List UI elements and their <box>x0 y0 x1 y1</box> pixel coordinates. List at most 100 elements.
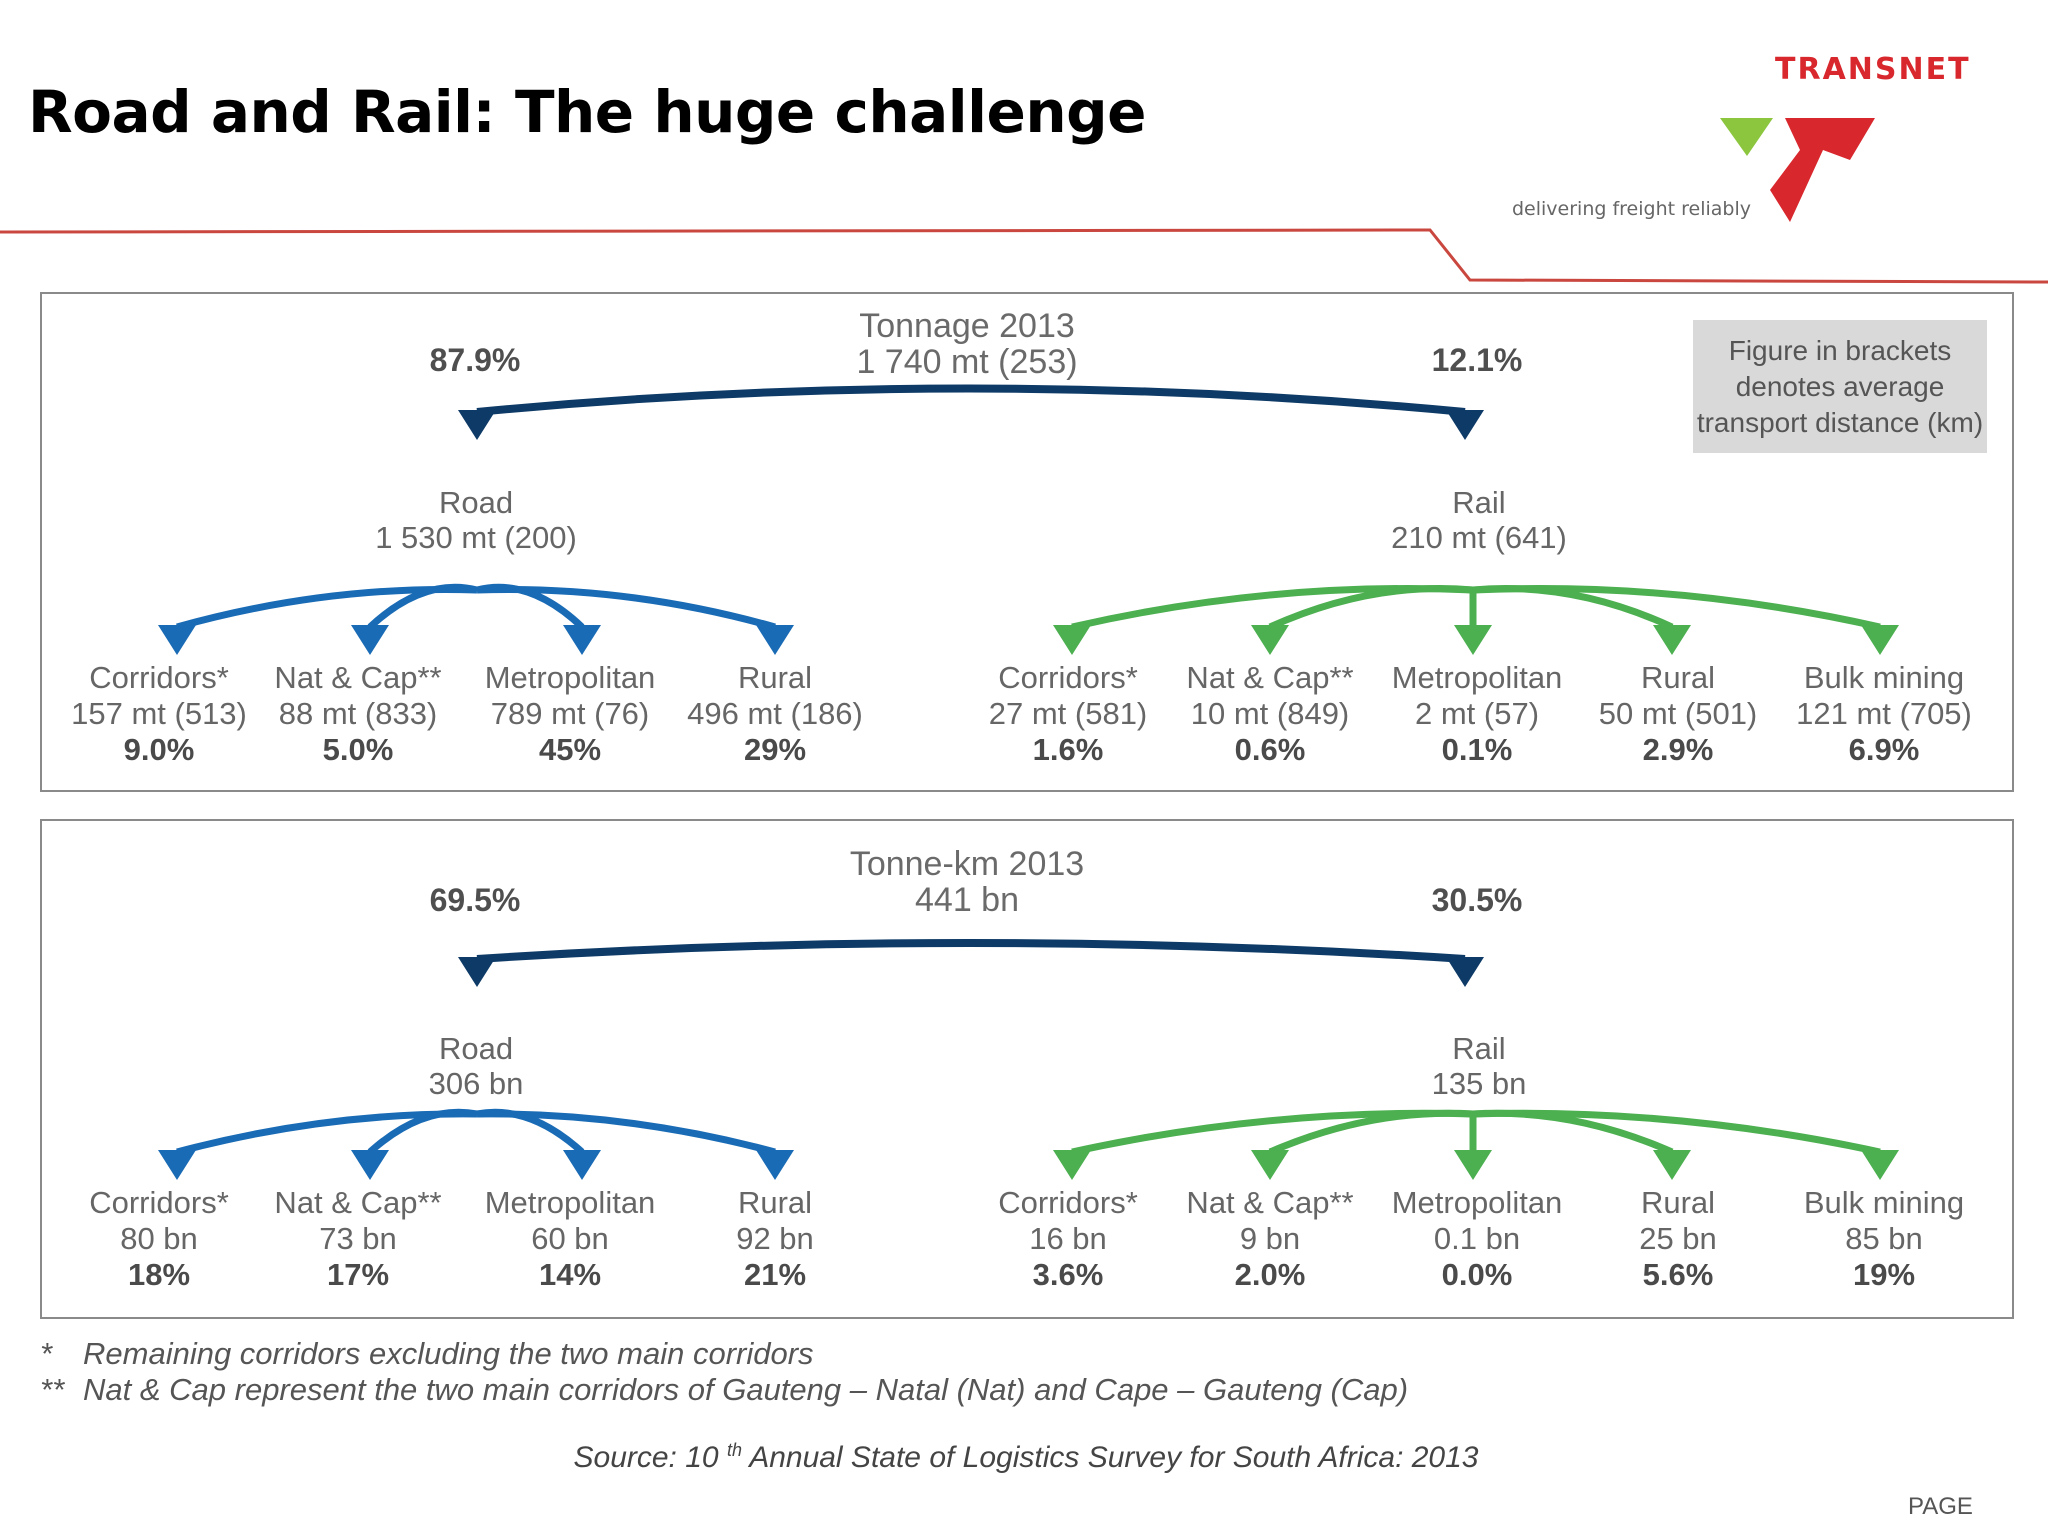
leaf-pct: 3.6% <box>1032 1257 1104 1292</box>
leaf-name: Metropolitan <box>1391 660 1563 695</box>
leaf-pct: 5.0% <box>322 732 394 767</box>
road-branch-arrowhead <box>158 1150 196 1180</box>
page-label: PAGE <box>1908 1493 1973 1520</box>
leaf-pct: 0.6% <box>1234 732 1306 767</box>
road-label: Road <box>438 1031 514 1066</box>
leaf-node: Corridors* 27 mt (581) 1.6% <box>989 660 1148 768</box>
leaf-pct: 2.0% <box>1234 1257 1306 1292</box>
road-branch-arrowhead <box>351 1150 389 1180</box>
leaf-value: 27 mt (581) <box>988 696 1148 731</box>
road-branch-arrowhead <box>158 625 196 655</box>
rail-arrowhead <box>1446 957 1484 987</box>
leaf-node: Nat & Cap** 10 mt (849) 0.6% <box>1186 660 1353 768</box>
rail-value: 135 bn <box>1431 1066 1527 1101</box>
source-sup: th <box>726 1440 742 1460</box>
leaf-pct: 18% <box>127 1257 191 1292</box>
leaf-pct: 6.9% <box>1848 732 1920 767</box>
rail-branch-arrowhead <box>1053 625 1091 655</box>
leaf-value: 16 bn <box>1029 1221 1107 1256</box>
leaf-name: Rural <box>1640 1185 1716 1220</box>
note-line: Figure in brackets <box>1728 334 1952 366</box>
leaf-pct: 14% <box>538 1257 602 1292</box>
leaf-pct: 29% <box>743 732 807 767</box>
leaf-value: 88 mt (833) <box>278 696 438 731</box>
rail-branch-arrowhead <box>1454 625 1492 655</box>
leaf-name: Corridors* <box>89 1185 229 1220</box>
leaf-node: Metropolitan 2 mt (57) 0.1% <box>1392 660 1563 768</box>
road-branch-arrow <box>367 1108 478 1155</box>
leaf-node: Bulk mining 121 mt (705) 6.9% <box>1796 660 1972 768</box>
tonnage-panel <box>40 292 2014 792</box>
footnote-text: Nat & Cap represent the two main corrido… <box>83 1372 1409 1407</box>
brand-tagline: delivering freight reliably <box>1512 198 1751 220</box>
rail-share: 30.5% <box>1431 882 1523 918</box>
leaf-node: Rural 50 mt (501) 2.9% <box>1599 660 1758 768</box>
leaf-pct: 0.1% <box>1441 732 1513 767</box>
leaf-value: 50 mt (501) <box>1598 696 1758 731</box>
tonne-km-panel <box>40 819 2014 1319</box>
tonne-km-header-total: 441 bn <box>915 881 1019 919</box>
legend-note-box: Figure in brackets denotes average trans… <box>1693 320 1987 453</box>
leaf-node: Nat & Cap** 73 bn 17% <box>274 1185 441 1293</box>
tonnage-header-title: Tonnage 2013 <box>859 307 1075 345</box>
leaf-name: Nat & Cap** <box>1186 660 1354 695</box>
leaf-node: Rural 92 bn 21% <box>736 1185 814 1293</box>
brand-name: TRANSNET <box>1775 52 1971 87</box>
leaf-value: 789 mt (76) <box>490 696 650 731</box>
rail-branch-arrow <box>1268 1109 1474 1156</box>
tonne-km-header-title: Tonne-km 2013 <box>849 845 1085 883</box>
leaf-name: Metropolitan <box>484 660 656 695</box>
tonne-km-header: Tonne-km 2013 441 bn <box>850 846 1084 918</box>
road-branch-arrow <box>476 1110 776 1156</box>
leaf-node: Bulk mining 85 bn 19% <box>1804 1185 1964 1293</box>
road-node: Road 306 bn <box>429 1031 524 1101</box>
source-suffix: Annual State of Logistics Survey for Sou… <box>749 1441 1479 1474</box>
leaf-pct: 0.0% <box>1441 1257 1513 1292</box>
footnote-mark: * <box>40 1336 53 1371</box>
leaf-name: Nat & Cap** <box>274 1185 442 1220</box>
rail-branch-arrowhead <box>1251 1150 1289 1180</box>
leaf-name: Bulk mining <box>1803 660 1965 695</box>
road-branch-arrowhead <box>756 1150 794 1180</box>
rail-branch-arrowhead <box>1251 625 1289 655</box>
leaf-value: 85 bn <box>1845 1221 1923 1256</box>
leaf-pct: 1.6% <box>1032 732 1104 767</box>
leaf-node: Metropolitan 0.1 bn 0.0% <box>1392 1185 1563 1293</box>
rail-branch-arrowhead <box>1861 625 1899 655</box>
road-share: 87.9% <box>429 342 521 378</box>
leaf-value: 10 mt (849) <box>1190 696 1350 731</box>
footnote-mark: ** <box>40 1372 65 1407</box>
road-branch-arrowhead <box>756 625 794 655</box>
rail-node: Rail 135 bn <box>1432 1031 1527 1101</box>
road-branch-arrow <box>176 585 478 631</box>
leaf-value: 80 bn <box>120 1221 198 1256</box>
rail-label: Rail <box>1452 1031 1506 1066</box>
leaf-name: Metropolitan <box>1391 1185 1563 1220</box>
leaf-pct: 5.6% <box>1642 1257 1714 1292</box>
leaf-value: 73 bn <box>319 1221 397 1256</box>
rail-branch-arrow <box>1071 1109 1474 1156</box>
leaf-node: Corridors* 16 bn 3.6% <box>998 1185 1138 1293</box>
leaf-node: Rural 25 bn 5.6% <box>1639 1185 1717 1293</box>
leaf-name: Nat & Cap** <box>274 660 442 695</box>
tonnage-header-total: 1 740 mt (253) <box>856 343 1078 381</box>
leaf-name: Nat & Cap** <box>1186 1185 1354 1220</box>
header-divider-line <box>0 228 2048 284</box>
leaf-node: Nat & Cap** 88 mt (833) 5.0% <box>274 660 441 768</box>
rail-branch-arrow <box>1472 1109 1881 1156</box>
rail-branch-arrowhead <box>1653 1150 1691 1180</box>
road-share: 69.5% <box>429 882 521 918</box>
leaf-value: 60 bn <box>531 1221 609 1256</box>
top-split-arrow <box>476 939 1466 963</box>
road-value: 1 530 mt (200) <box>375 520 577 555</box>
road-branch-arrowhead <box>351 625 389 655</box>
leaf-pct: 2.9% <box>1642 732 1714 767</box>
rail-share: 12.1% <box>1431 342 1523 378</box>
leaf-value: 496 mt (186) <box>687 696 863 731</box>
leaf-node: Corridors* 80 bn 18% <box>89 1185 229 1293</box>
leaf-node: Nat & Cap** 9 bn 2.0% <box>1186 1185 1353 1293</box>
leaf-name: Corridors* <box>998 660 1138 695</box>
rail-branch-arrowhead <box>1653 625 1691 655</box>
road-branch-arrow <box>476 585 776 631</box>
